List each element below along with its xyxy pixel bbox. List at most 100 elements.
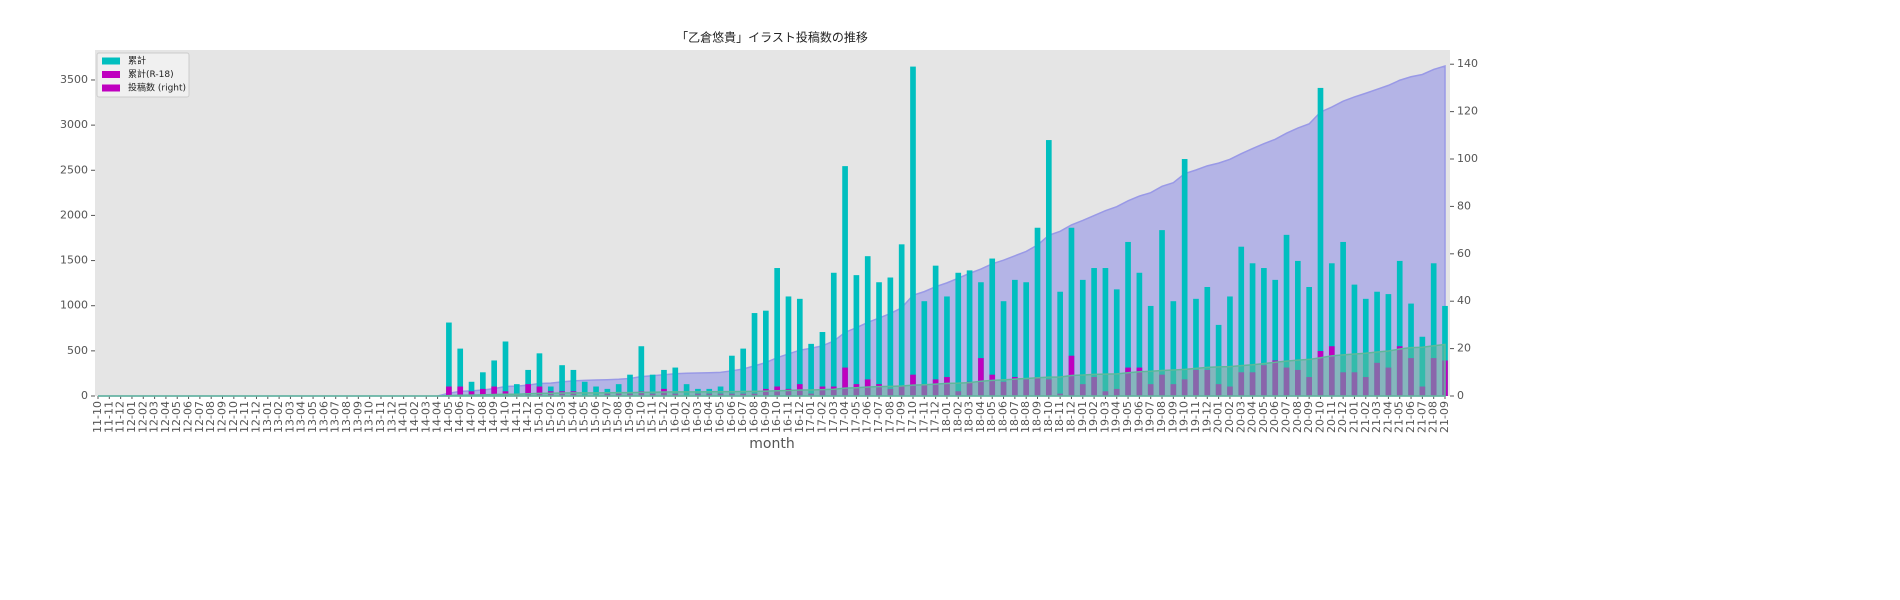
x-tick-label: 19-02 xyxy=(1087,401,1100,433)
bar xyxy=(842,367,848,396)
y-tick-label: 1500 xyxy=(60,254,88,267)
x-tick-label: 14-01 xyxy=(397,401,410,433)
bar xyxy=(457,386,464,396)
x-tick-label: 20-09 xyxy=(1302,401,1315,433)
legend-label: 累計(R-18) xyxy=(128,68,174,80)
x-tick-label: 18-07 xyxy=(1008,401,1021,433)
bar xyxy=(978,358,984,396)
bar xyxy=(1249,263,1256,396)
bar xyxy=(1113,289,1120,396)
bar xyxy=(853,275,860,396)
x-tick-label: 13-09 xyxy=(351,401,364,433)
bar xyxy=(513,384,520,396)
bar xyxy=(1204,286,1211,396)
x-tick-label: 14-03 xyxy=(419,401,432,433)
bar xyxy=(864,256,871,396)
bar xyxy=(1374,291,1380,396)
bar xyxy=(1147,305,1154,396)
x-tick-label: 17-04 xyxy=(838,401,851,433)
x-tick-label: 11-11 xyxy=(102,401,115,433)
bar xyxy=(819,332,826,396)
x-tick-label: 15-10 xyxy=(634,401,647,433)
x-tick-label: 14-09 xyxy=(487,401,500,433)
bar xyxy=(1351,284,1358,396)
x-tick-label: 15-03 xyxy=(555,401,568,433)
bar xyxy=(593,386,599,396)
x-tick-label: 20-06 xyxy=(1268,401,1281,433)
bar xyxy=(1272,279,1279,396)
x-tick-label: 19-06 xyxy=(1132,401,1145,433)
x-tick-label: 20-05 xyxy=(1257,401,1270,433)
x-tick-label: 17-09 xyxy=(895,401,908,433)
bar xyxy=(1283,234,1290,396)
bar xyxy=(1430,263,1437,396)
bar xyxy=(1034,227,1041,396)
bar xyxy=(751,313,758,396)
x-tick-label: 21-08 xyxy=(1427,401,1440,433)
x-tick-label: 20-12 xyxy=(1336,401,1349,433)
x-tick-label: 15-12 xyxy=(657,401,670,433)
x-tick-label: 13-08 xyxy=(340,401,353,433)
x-tick-label: 18-02 xyxy=(951,401,964,433)
x-tick-label: 16-01 xyxy=(668,401,681,433)
bar xyxy=(1317,87,1324,396)
x-tick-label: 16-06 xyxy=(725,401,738,433)
x-tick-label: 21-09 xyxy=(1438,401,1451,433)
x-tick-label: 21-02 xyxy=(1359,401,1372,433)
x-tick-label: 18-09 xyxy=(1031,401,1044,433)
x-tick-label: 20-08 xyxy=(1291,401,1304,433)
bar xyxy=(1340,241,1346,396)
bar xyxy=(1136,272,1143,396)
x-tick-label: 14-05 xyxy=(442,401,455,433)
x-tick-label: 19-05 xyxy=(1121,401,1134,433)
x-axis-label: month xyxy=(749,436,794,452)
bar xyxy=(989,258,996,396)
legend-swatch xyxy=(102,57,120,65)
bar xyxy=(1295,260,1301,396)
bar xyxy=(615,384,622,396)
bar xyxy=(1181,159,1188,396)
legend-label: 投稿数 (right) xyxy=(128,82,186,94)
y2-tick-label: 120 xyxy=(1457,105,1478,118)
x-tick-label: 15-11 xyxy=(646,401,659,433)
bar xyxy=(910,66,916,396)
y-tick-label: 500 xyxy=(67,344,88,357)
bar xyxy=(1159,230,1165,396)
x-tick-label: 15-05 xyxy=(578,401,591,433)
x-tick-label: 12-02 xyxy=(136,401,149,433)
y2-tick-label: 80 xyxy=(1457,199,1471,212)
x-tick-label: 21-06 xyxy=(1404,401,1417,433)
x-tick-label: 14-12 xyxy=(521,401,534,433)
bar xyxy=(1023,282,1030,396)
x-tick-label: 19-04 xyxy=(1110,401,1123,433)
x-tick-label: 20-04 xyxy=(1246,401,1259,433)
x-tick-label: 12-03 xyxy=(148,401,161,433)
x-tick-label: 14-04 xyxy=(431,401,444,433)
bar xyxy=(627,374,633,396)
x-tick-label: 13-02 xyxy=(272,401,285,433)
x-tick-label: 14-07 xyxy=(465,401,478,433)
bar xyxy=(966,270,973,396)
bar xyxy=(649,374,656,396)
bar xyxy=(559,365,565,396)
bar xyxy=(661,369,667,396)
x-tick-label: 16-12 xyxy=(793,401,806,433)
bar xyxy=(457,348,464,396)
x-tick-label: 17-02 xyxy=(815,401,828,433)
x-tick-label: 16-02 xyxy=(680,401,693,433)
bar xyxy=(1057,291,1063,396)
bar xyxy=(525,369,531,396)
x-tick-label: 18-08 xyxy=(1019,401,1032,433)
x-tick-label: 19-09 xyxy=(1166,401,1179,433)
bar xyxy=(1385,294,1392,396)
x-tick-label: 18-06 xyxy=(997,401,1010,433)
legend-label: 累計 xyxy=(128,55,146,67)
bar xyxy=(932,265,939,396)
y-tick-label: 3000 xyxy=(60,118,88,131)
x-tick-label: 16-11 xyxy=(781,401,794,433)
bar xyxy=(536,386,543,396)
bar xyxy=(1091,268,1097,396)
x-tick-label: 20-03 xyxy=(1234,401,1247,433)
bar xyxy=(978,282,984,396)
y2-tick-label: 0 xyxy=(1457,389,1464,402)
